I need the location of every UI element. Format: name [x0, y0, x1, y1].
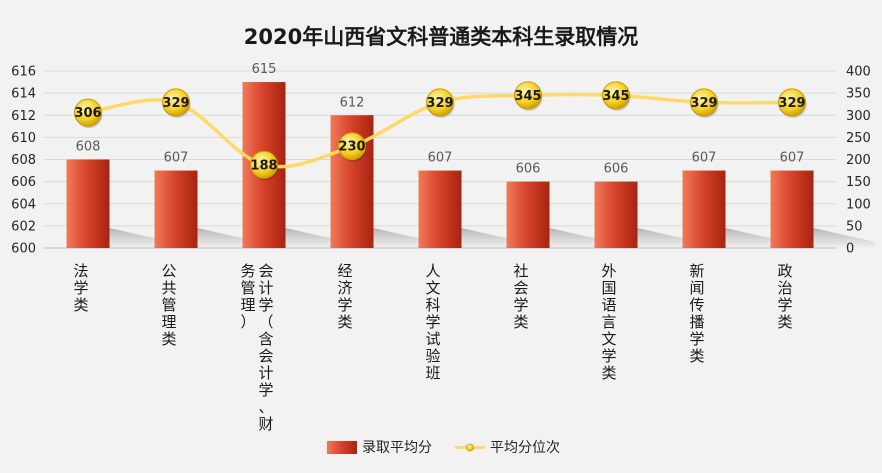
category-label-line: 社会学类 — [513, 262, 528, 331]
category-label-line: 新闻传播学类 — [689, 262, 704, 365]
y-right-tick-label: 350 — [846, 87, 871, 102]
point-marker — [602, 81, 630, 110]
point-value-label: 230 — [338, 140, 365, 155]
category-label: 社会学类 — [513, 262, 528, 331]
category-label: 法学类 — [73, 262, 88, 314]
y-right-tick-label: 100 — [846, 197, 871, 212]
bar — [770, 170, 814, 248]
y-right-tick-label: 200 — [846, 153, 871, 168]
category-label: 政治学类 — [777, 262, 792, 331]
point-value-label: 329 — [778, 96, 805, 111]
bar-value-label: 607 — [780, 151, 805, 166]
point-value-label: 345 — [602, 89, 629, 104]
bar-shadow — [813, 228, 876, 248]
point-marker — [338, 132, 366, 161]
bar-value-label: 606 — [516, 162, 541, 177]
category-label-line: 公共管理类 — [161, 262, 176, 348]
y-left-tick-label: 616 — [11, 65, 36, 80]
category-label-line: 经济学类 — [337, 262, 352, 331]
category-label-line: 人文科学试验班 — [425, 262, 440, 382]
point-marker — [778, 88, 806, 117]
bar-value-label: 608 — [76, 140, 101, 155]
y-axis-right: 0 50 100 150 200 250 300 350 400 — [846, 65, 871, 257]
point-marker — [250, 150, 278, 179]
category-label-line: 会计学（含会计学、财 — [258, 262, 273, 433]
y-left-tick-label: 602 — [11, 219, 36, 234]
point-value-label: 329 — [690, 96, 717, 111]
category-label: 公共管理类 — [161, 262, 176, 348]
point-value-label: 329 — [426, 96, 453, 111]
chart-title: 2020年山西省文科普通类本科生录取情况 — [244, 25, 638, 49]
bar-value-label: 607 — [692, 151, 717, 166]
bar — [594, 181, 638, 248]
y-left-tick-label: 610 — [11, 131, 36, 146]
point-marker — [74, 98, 102, 127]
y-right-tick-label: 250 — [846, 131, 871, 146]
point-marker — [162, 88, 190, 117]
y-right-tick-label: 400 — [846, 65, 871, 80]
bar — [506, 181, 550, 248]
bar-value-label: 607 — [428, 151, 453, 166]
category-label: 经济学类 — [337, 262, 352, 331]
y-right-tick-label: 300 — [846, 109, 871, 124]
bar — [418, 170, 462, 248]
y-left-tick-label: 608 — [11, 153, 36, 168]
legend-line-marker — [466, 443, 474, 452]
y-axis-left: 600 602 604 606 608 610 612 614 616 — [11, 65, 36, 257]
bar — [682, 170, 726, 248]
y-left-tick-label: 604 — [11, 197, 36, 212]
y-right-tick-label: 0 — [846, 242, 854, 257]
legend-bar-swatch — [327, 441, 357, 454]
bar — [66, 159, 110, 248]
point-value-label: 188 — [250, 158, 277, 173]
bar-value-label: 615 — [252, 62, 277, 77]
point-value-label: 329 — [162, 96, 189, 111]
bar-value-label: 606 — [604, 162, 629, 177]
category-label-line: 外国语言文学类 — [601, 262, 616, 382]
point-marker — [514, 81, 542, 110]
bar-value-label: 612 — [340, 95, 365, 110]
y-left-tick-label: 612 — [11, 109, 36, 124]
point-value-label: 345 — [514, 89, 541, 104]
y-right-tick-label: 50 — [846, 219, 863, 234]
y-right-tick-label: 150 — [846, 175, 871, 190]
bar — [154, 170, 198, 248]
y-left-tick-label: 606 — [11, 175, 36, 190]
bar-value-label: 607 — [164, 151, 189, 166]
category-label: 人文科学试验班 — [425, 262, 440, 382]
y-left-tick-label: 600 — [11, 242, 36, 257]
bar-series: 608 607 615 612 607 606 606 607 607 — [66, 62, 876, 248]
category-label: 外国语言文学类 — [601, 262, 616, 382]
legend-line-label: 平均分位次 — [490, 440, 560, 456]
category-label-line: 务管理） — [240, 262, 255, 331]
y-left-tick-label: 614 — [11, 87, 36, 102]
legend: 录取平均分 平均分位次 — [327, 440, 560, 456]
point-marker — [690, 88, 718, 117]
category-label-line: 政治学类 — [777, 262, 792, 331]
legend-bar-label: 录取平均分 — [362, 440, 432, 456]
point-value-label: 306 — [74, 106, 101, 121]
line-series: 306 329 188 230 329 345 345 329 329 — [74, 81, 807, 181]
point-marker — [426, 88, 454, 117]
category-label: 新闻传播学类 — [689, 262, 704, 365]
category-label-line: 法学类 — [73, 262, 88, 314]
